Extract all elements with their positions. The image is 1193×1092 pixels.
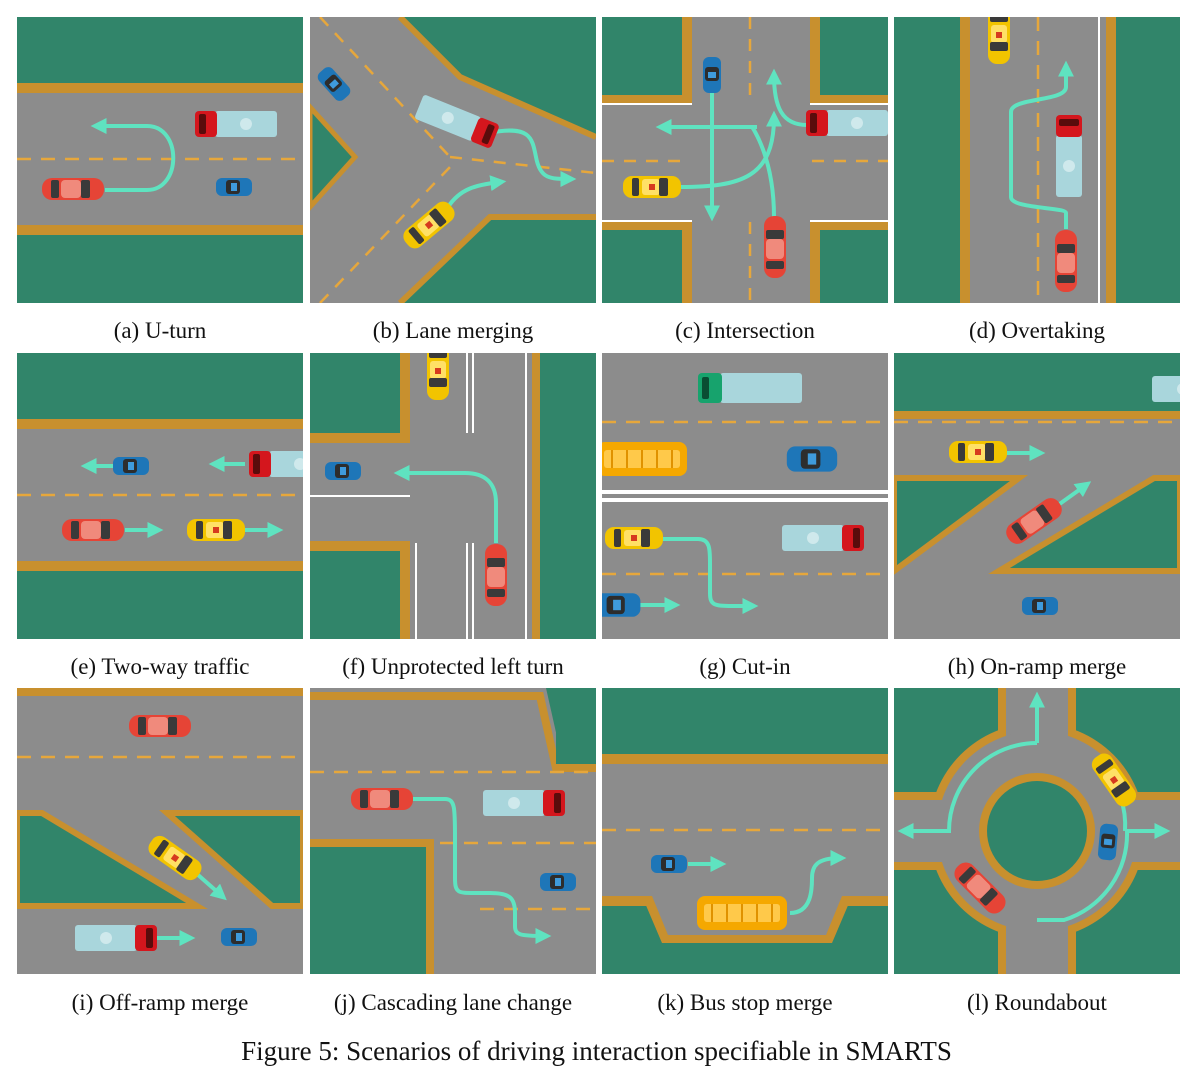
blue-car-icon	[786, 446, 838, 472]
bus-stop-merge-scene	[602, 688, 888, 974]
panel-f	[310, 353, 596, 639]
overtaking-scene	[894, 17, 1180, 303]
yellow-taxi-icon	[949, 441, 1007, 463]
blue-car-icon	[540, 873, 576, 891]
yellow-taxi-icon	[605, 527, 663, 549]
roundabout-scene	[894, 688, 1180, 974]
bus-icon	[602, 441, 688, 477]
red-car-icon	[764, 216, 786, 278]
panel-a	[17, 17, 303, 303]
off-ramp-merge-scene	[17, 688, 303, 974]
panel-c	[602, 17, 888, 303]
panel-k	[602, 688, 888, 974]
caption-k: (k) Bus stop merge	[657, 990, 833, 1015]
truck-icon	[1152, 376, 1180, 402]
truck-icon	[1056, 115, 1082, 197]
on-ramp-merge-scene	[894, 353, 1180, 639]
caption-h: (h) On-ramp merge	[947, 654, 1127, 679]
blue-car-icon	[216, 178, 252, 196]
blue-car-icon	[1022, 597, 1058, 615]
caption-e: (e) Two-way traffic	[70, 654, 250, 679]
panel-d	[894, 17, 1180, 303]
red-car-icon	[485, 544, 507, 606]
truck-icon	[75, 925, 157, 951]
caption-i: (i) Off-ramp merge	[71, 990, 249, 1015]
green-truck-icon	[698, 373, 802, 403]
intersection-scene	[602, 17, 888, 303]
red-car-icon	[62, 519, 124, 541]
truck-icon	[195, 111, 277, 137]
red-car-icon	[42, 178, 104, 200]
panel-i	[17, 688, 303, 974]
red-car-icon	[129, 715, 191, 737]
truck-icon	[483, 790, 565, 816]
panel-j	[310, 688, 596, 974]
yellow-taxi-icon	[623, 176, 681, 198]
truck-icon	[249, 451, 303, 477]
blue-car-icon	[602, 593, 641, 617]
panel-e	[17, 353, 303, 639]
caption-g: (g) Cut-in	[699, 654, 791, 679]
yellow-taxi-icon	[988, 17, 1010, 64]
panel-g	[602, 353, 888, 639]
truck-icon	[806, 110, 888, 136]
figure-caption: Figure 5: Scenarios of driving interacti…	[241, 1036, 952, 1066]
panel-h	[894, 353, 1180, 639]
caption-l: (l) Roundabout	[967, 990, 1107, 1015]
caption-f: (f) Unprotected left turn	[342, 654, 564, 679]
cut-in-scene	[602, 353, 888, 639]
caption-b: (b) Lane merging	[372, 318, 534, 343]
blue-car-icon	[1097, 823, 1119, 861]
truck-icon	[782, 525, 864, 551]
blue-car-icon	[221, 928, 257, 946]
bus-icon	[696, 895, 788, 931]
u-turn-scene	[17, 17, 303, 303]
caption-d: (d) Overtaking	[968, 318, 1106, 343]
caption-a: (a) U-turn	[113, 318, 207, 343]
two-way-traffic-scene	[17, 353, 303, 639]
panel-l	[894, 688, 1180, 974]
yellow-taxi-icon	[187, 519, 245, 541]
panel-b	[310, 17, 596, 303]
unprotected-left-turn-scene	[310, 353, 596, 639]
blue-car-icon	[703, 57, 721, 93]
caption-j: (j) Cascading lane change	[333, 990, 573, 1015]
red-car-icon	[351, 788, 413, 810]
lane-merging-scene	[310, 17, 596, 303]
cascading-lane-change-scene	[310, 688, 596, 974]
yellow-taxi-icon	[427, 353, 449, 400]
blue-car-icon	[651, 855, 687, 873]
blue-car-icon	[113, 457, 149, 475]
caption-c: (c) Intersection	[675, 318, 815, 343]
red-car-icon	[1055, 230, 1077, 292]
blue-car-icon	[325, 462, 361, 480]
